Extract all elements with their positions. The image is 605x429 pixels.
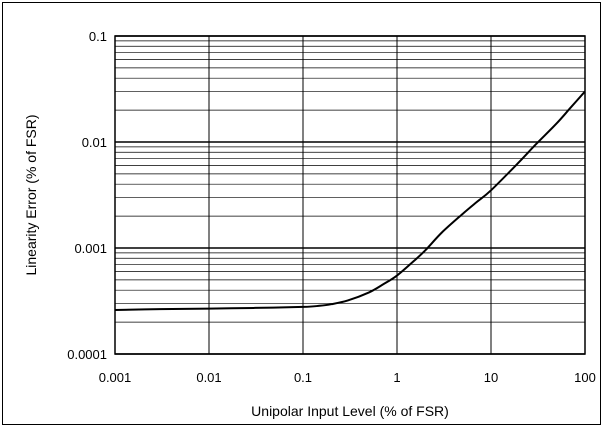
plot-area <box>115 36 585 354</box>
y-tick-label: 0.001 <box>74 241 107 256</box>
y-tick-label: 0.0001 <box>67 347 107 362</box>
y-axis-title: Linearity Error (% of FSR) <box>23 114 39 275</box>
series-line <box>114 90 586 312</box>
x-tick-label: 1 <box>393 370 400 385</box>
x-tick-labels: 0.001 0.01 0.1 1 10 100 <box>99 370 596 385</box>
plot-border <box>114 35 586 355</box>
x-tick-label: 0.1 <box>294 370 312 385</box>
x-tick-label: 100 <box>574 370 596 385</box>
series-layer <box>114 90 586 312</box>
x-tick-label: 10 <box>484 370 498 385</box>
y-tick-label: 0.1 <box>89 29 107 44</box>
x-tick-label: 0.01 <box>196 370 221 385</box>
y-tick-labels: 0.0001 0.001 0.01 0.1 <box>67 29 107 362</box>
minor-grid <box>115 40 585 323</box>
y-tick-label: 0.01 <box>82 135 107 150</box>
x-tick-label: 0.001 <box>99 370 132 385</box>
x-axis-title: Unipolar Input Level (% of FSR) <box>251 403 449 419</box>
